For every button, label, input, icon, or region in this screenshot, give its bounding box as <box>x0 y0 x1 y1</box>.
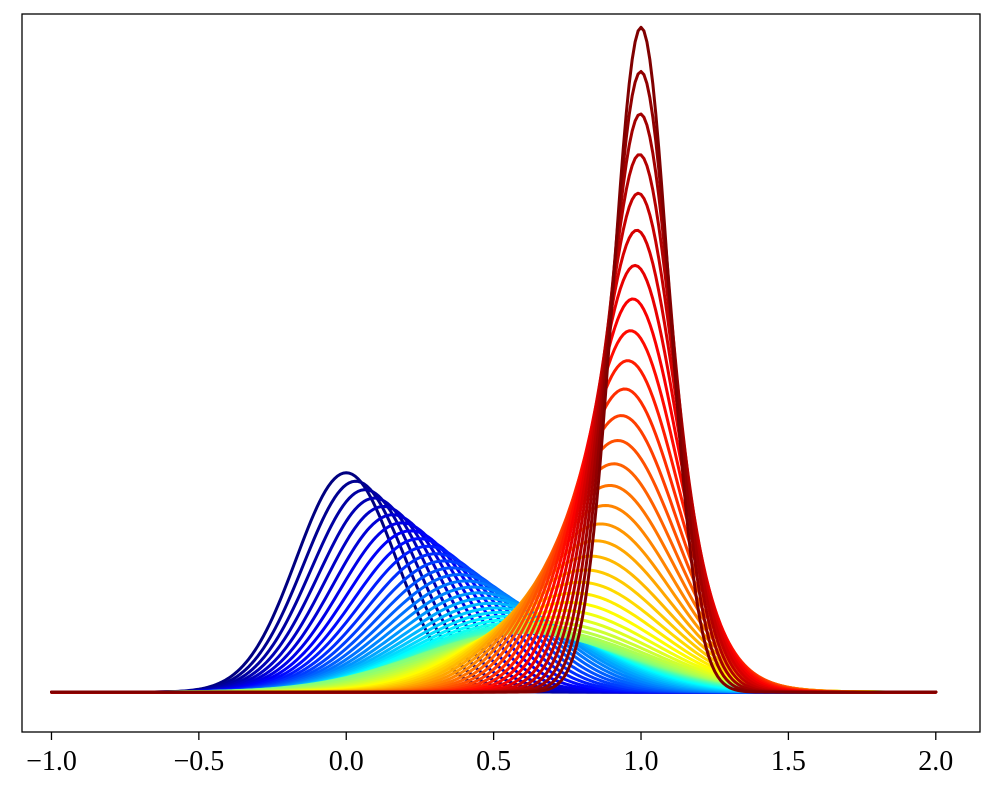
x-tick-label: 0.0 <box>329 746 364 777</box>
x-tick-label: 0.5 <box>476 746 511 777</box>
x-tick-label: −0.5 <box>173 746 224 777</box>
x-tick-label: 2.0 <box>918 746 953 777</box>
x-axis-ticks: −1.0 −0.5 0.0 0.5 1.0 1.5 2.0 <box>26 732 953 777</box>
density-curve <box>49 25 938 694</box>
x-tick-label: −1.0 <box>26 746 77 777</box>
curve-group <box>49 25 938 694</box>
x-tick-label: 1.0 <box>624 746 659 777</box>
x-tick-label: 1.5 <box>771 746 806 777</box>
plot-frame <box>21 13 981 733</box>
